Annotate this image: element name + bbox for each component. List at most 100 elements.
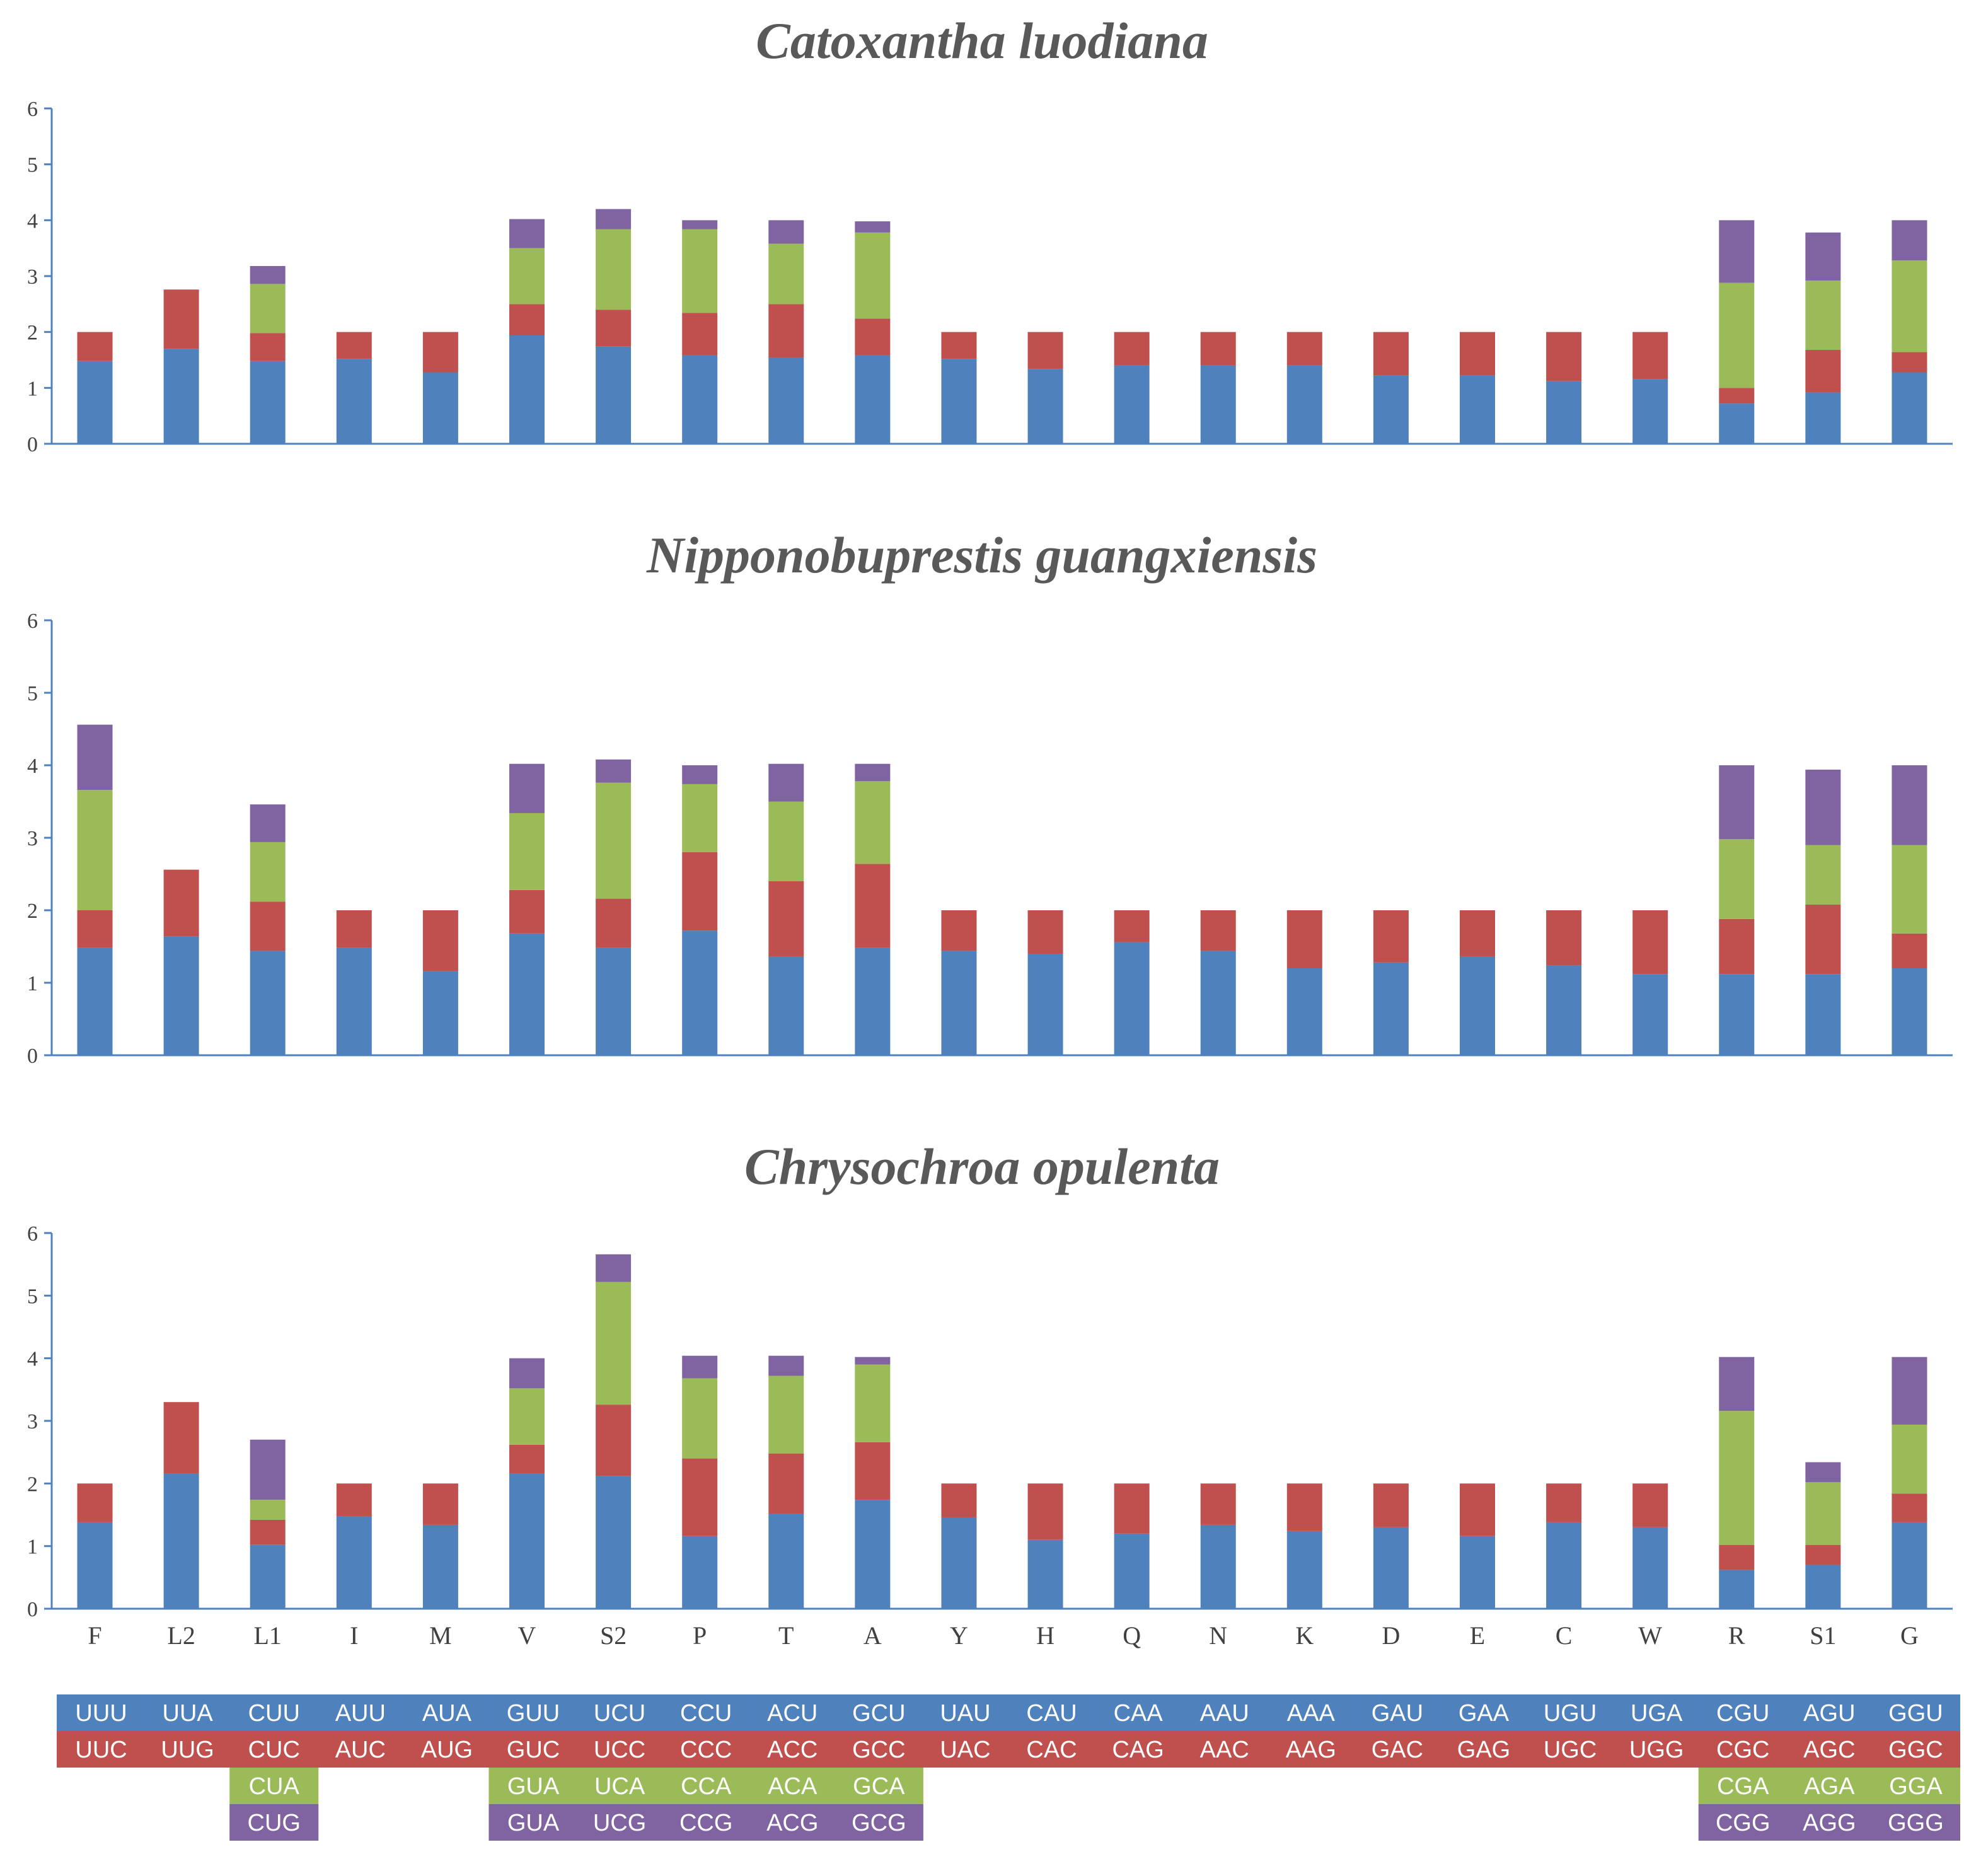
chart-title: Nipponobuprestis guangxiensis <box>646 526 1317 584</box>
bar-P-codon3 <box>682 229 718 313</box>
bar-G-codon3 <box>1892 1424 1927 1494</box>
bar-K-codon2 <box>1286 1483 1322 1531</box>
bar-K-codon2 <box>1286 332 1322 366</box>
codon-cell <box>661 1731 751 1768</box>
bar-M-codon1 <box>422 372 458 444</box>
x-tick-label: A <box>864 1621 882 1650</box>
bar-Y-codon2 <box>941 332 977 359</box>
bar-V-codon3 <box>509 248 545 304</box>
bar-G-codon1 <box>1892 372 1927 444</box>
codon-cell <box>1698 1804 1788 1841</box>
codon-label: CCG <box>679 1810 732 1836</box>
bar-S2-codon2 <box>596 310 632 347</box>
bar-N-codon2 <box>1200 1483 1236 1525</box>
bar-P-codon2 <box>682 852 718 931</box>
bar-S2-codon1 <box>596 947 632 1055</box>
codon-cell <box>1612 1731 1701 1768</box>
bar-A-codon2 <box>855 1442 891 1500</box>
bar-T-codon4 <box>768 1355 804 1376</box>
bar-L2-codon2 <box>163 869 199 937</box>
x-tick-label: K <box>1295 1621 1314 1650</box>
bar-L1-codon1 <box>250 361 286 444</box>
bar-F-codon1 <box>77 1522 113 1609</box>
bar-F-codon2 <box>77 332 113 361</box>
codon-cell <box>229 1804 319 1841</box>
x-tick-label: E <box>1470 1621 1485 1650</box>
bar-K-codon1 <box>1286 365 1322 444</box>
codon-label: CCC <box>680 1737 732 1763</box>
codon-label: CGA <box>1717 1773 1769 1800</box>
x-tick-label: D <box>1382 1621 1400 1650</box>
bar-L1-codon2 <box>250 1519 286 1545</box>
bar-N-codon2 <box>1200 332 1236 366</box>
codon-label: GCU <box>852 1700 905 1727</box>
y-tick-label: 0 <box>27 1598 38 1621</box>
bar-C-codon2 <box>1546 1483 1582 1522</box>
bar-N-codon1 <box>1200 1524 1236 1609</box>
codon-cell <box>1094 1731 1183 1768</box>
codon-label: GGG <box>1888 1810 1944 1836</box>
bar-A-codon4 <box>855 763 891 782</box>
bar-R-codon4 <box>1719 1357 1755 1411</box>
bar-M-codon2 <box>422 910 458 971</box>
bar-L1-codon4 <box>250 266 286 284</box>
bar-D-codon1 <box>1373 1527 1409 1609</box>
bar-S1-codon3 <box>1805 845 1841 905</box>
codon-cell <box>488 1768 578 1804</box>
bar-V-codon1 <box>509 933 545 1055</box>
codon-table: UUU UUA CUU AUU AUA GUU UCU CCU ACU GCU UAU CAU CAA A… <box>57 1694 1960 1841</box>
bar-Y-codon2 <box>941 910 977 951</box>
codon-cell <box>1439 1694 1528 1731</box>
bar-L2-codon1 <box>163 1473 199 1609</box>
x-tick-label: I <box>350 1621 358 1650</box>
codon-label: ACG <box>766 1810 818 1836</box>
codon-label: GGC <box>1888 1737 1943 1763</box>
bar-M-codon2 <box>422 1483 458 1525</box>
bar-G-codon4 <box>1892 1357 1927 1425</box>
y-tick-label: 3 <box>27 265 38 289</box>
bar-L2-codon1 <box>163 936 199 1055</box>
codon-cell <box>661 1768 751 1804</box>
codon-cell <box>1007 1731 1097 1768</box>
codon-cell <box>229 1768 319 1804</box>
x-tick-label: Y <box>950 1621 968 1650</box>
bar-S1-codon1 <box>1805 1565 1841 1609</box>
y-tick-label: 4 <box>27 1348 38 1371</box>
bar-L1-codon3 <box>250 284 286 333</box>
bar-T-codon2 <box>768 304 804 358</box>
bar-S2-codon3 <box>596 229 632 310</box>
bar-E-codon2 <box>1460 332 1495 376</box>
bar-W-codon2 <box>1632 332 1668 379</box>
codon-cell <box>57 1731 146 1768</box>
bar-T-codon4 <box>768 220 804 244</box>
codon-cell <box>1266 1731 1356 1768</box>
codon-label: CUA <box>249 1773 300 1800</box>
bar-A-codon4 <box>855 1357 891 1365</box>
bar-L1-codon3 <box>250 1500 286 1520</box>
codon-label: UCU <box>594 1700 645 1727</box>
bar-C-codon2 <box>1546 332 1582 381</box>
bar-N-codon2 <box>1200 910 1236 951</box>
bar-T-codon3 <box>768 1375 804 1454</box>
codon-label: UCA <box>594 1773 645 1800</box>
chart-panel-3: Chrysochroa opulenta 0 1 2 3 4 5 6 F L2 L1 I M V S2 P T A… <box>27 1138 1953 1650</box>
bar-D-codon2 <box>1373 910 1409 963</box>
codon-cell <box>748 1768 837 1804</box>
bar-Q-codon2 <box>1114 910 1150 942</box>
bar-W-codon2 <box>1632 1483 1668 1527</box>
y-tick-label: 0 <box>27 1045 38 1068</box>
bar-S1-codon4 <box>1805 232 1841 281</box>
bar-R-codon4 <box>1719 765 1755 840</box>
codon-label: GAG <box>1457 1737 1510 1763</box>
bar-D-codon2 <box>1373 1483 1409 1527</box>
bar-L1-codon4 <box>250 804 286 842</box>
codon-cell <box>748 1804 837 1841</box>
codon-cell <box>316 1731 405 1768</box>
codon-label: AAG <box>1286 1737 1336 1763</box>
y-tick-label: 6 <box>27 610 38 633</box>
bar-R-codon3 <box>1719 839 1755 919</box>
bar-A-codon3 <box>855 1364 891 1442</box>
bar-L1-codon2 <box>250 333 286 361</box>
y-tick-label: 1 <box>27 1536 38 1559</box>
bar-A-codon1 <box>855 947 891 1055</box>
